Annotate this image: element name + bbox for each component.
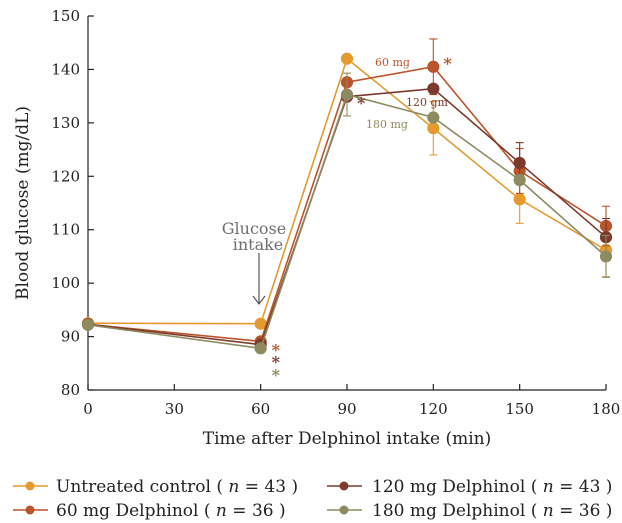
legend-n-close-60mg: ) xyxy=(279,501,286,521)
legend-n-close-untreated-control: ) xyxy=(291,477,298,497)
y-axis: 80 90 100 110 120 130 140 150 xyxy=(51,7,94,399)
legend-series-name-untreated-control: Untreated control xyxy=(56,477,211,497)
legend-item-180mg: 180 mg Delphinol ( n = 36 ) xyxy=(327,501,612,521)
x-tick-label-60: 60 xyxy=(251,400,270,418)
y-tick-label-110: 110 xyxy=(51,221,80,239)
glucose-intake-label-line-1: Glucose xyxy=(222,219,286,238)
x-tick-label-150: 150 xyxy=(505,400,534,418)
legend-item-60mg: 60 mg Delphinol ( n = 36 ) xyxy=(13,501,286,521)
y-axis-title: Blood glucose (mg/dL) xyxy=(13,106,33,300)
y-tick-label-100: 100 xyxy=(51,274,80,292)
legend-n-value-120mg: 43 xyxy=(579,477,601,497)
series-180mg xyxy=(81,72,613,355)
series-label-120mg: 120 gm xyxy=(406,96,449,109)
x-tick-label-180: 180 xyxy=(592,400,621,418)
point-untreated-control-90 xyxy=(340,52,354,65)
point-180mg-180 xyxy=(599,250,613,263)
point-180mg-150 xyxy=(513,173,526,187)
point-untreated-control-150 xyxy=(513,193,526,206)
y-tick-label-130: 130 xyxy=(51,114,80,132)
point-60mg-120 xyxy=(427,60,440,73)
glucose-intake-label-line-2: intake xyxy=(233,235,284,254)
line-180mg xyxy=(87,93,607,350)
significance-star-1: * xyxy=(443,54,452,73)
legend-n-value-60mg: 36 xyxy=(252,501,274,521)
line-60mg xyxy=(87,65,607,343)
plot-layer: ***** xyxy=(81,38,613,384)
x-axis: 0 30 60 90 120 150 180 xyxy=(83,384,620,418)
series-label-180mg: 180 mg xyxy=(366,118,408,131)
legend-n-open-120mg: ( xyxy=(531,477,538,497)
legend-n-equals-untreated-control: = xyxy=(245,477,265,497)
line-120mg xyxy=(87,87,607,346)
x-axis-title: Time after Delphinol intake (min) xyxy=(203,429,492,449)
y-tick-label-150: 150 xyxy=(51,7,80,25)
legend-n-value-untreated-control: 43 xyxy=(264,477,286,497)
legend-n-symbol-untreated-control: n xyxy=(228,477,239,497)
x-tick-label-0: 0 xyxy=(83,400,93,418)
point-180mg-0 xyxy=(81,318,95,331)
legend-n-open-60mg: ( xyxy=(204,501,211,521)
point-untreated-control-120 xyxy=(427,122,440,135)
x-tick-label-30: 30 xyxy=(165,400,184,418)
y-tick-label-120: 120 xyxy=(51,167,80,185)
legend-n-open-180mg: ( xyxy=(531,501,538,521)
legend: Untreated control ( n = 43 ) 120 mg Delp… xyxy=(13,477,612,521)
legend-series-name-120mg: 120 mg Delphinol xyxy=(372,477,525,497)
legend-label-untreated-control: Untreated control ( n = 43 ) xyxy=(56,477,298,497)
series-label-60mg: 60 mg xyxy=(375,56,410,69)
legend-n-close-180mg: ) xyxy=(606,501,613,521)
legend-n-equals-180mg: = xyxy=(559,501,579,521)
glucose-intake-arrow-head xyxy=(252,295,266,305)
legend-label-180mg: 180 mg Delphinol ( n = 36 ) xyxy=(372,501,612,521)
point-180mg-60 xyxy=(254,342,267,355)
y-tick-label-90: 90 xyxy=(61,328,80,346)
y-tick-label-140: 140 xyxy=(51,60,80,78)
legend-n-symbol-180mg: n xyxy=(543,501,554,521)
significance-star-5: * xyxy=(272,365,281,384)
legend-marker-180mg xyxy=(339,505,349,515)
legend-n-symbol-60mg: n xyxy=(216,501,227,521)
legend-n-close-120mg: ) xyxy=(606,477,613,497)
x-tick-label-90: 90 xyxy=(337,400,356,418)
legend-item-untreated-control: Untreated control ( n = 43 ) xyxy=(13,477,298,497)
legend-marker-120mg xyxy=(339,481,349,491)
x-tick-label-120: 120 xyxy=(419,400,448,418)
legend-item-120mg: 120 mg Delphinol ( n = 43 ) xyxy=(327,477,612,497)
legend-series-name-180mg: 180 mg Delphinol xyxy=(372,501,525,521)
point-120mg-150 xyxy=(513,156,526,170)
y-tick-label-80: 80 xyxy=(61,381,80,399)
series-120mg xyxy=(81,82,613,351)
legend-label-120mg: 120 mg Delphinol ( n = 43 ) xyxy=(372,477,612,497)
legend-n-equals-60mg: = xyxy=(232,501,252,521)
legend-marker-untreated-control xyxy=(25,481,35,491)
legend-label-60mg: 60 mg Delphinol ( n = 36 ) xyxy=(56,501,286,521)
significance-star-4: * xyxy=(272,353,281,372)
legend-marker-60mg xyxy=(25,505,35,515)
legend-n-value-180mg: 36 xyxy=(579,501,601,521)
legend-n-open-untreated-control: ( xyxy=(216,477,223,497)
legend-n-symbol-120mg: n xyxy=(543,477,554,497)
legend-series-name-60mg: 60 mg Delphinol xyxy=(56,501,198,521)
point-180mg-90 xyxy=(340,88,354,101)
point-180mg-120 xyxy=(427,111,440,124)
significance-star-2: * xyxy=(357,94,366,113)
point-120mg-120 xyxy=(427,82,440,95)
legend-n-equals-120mg: = xyxy=(559,477,579,497)
significance-star-3: * xyxy=(272,340,281,359)
